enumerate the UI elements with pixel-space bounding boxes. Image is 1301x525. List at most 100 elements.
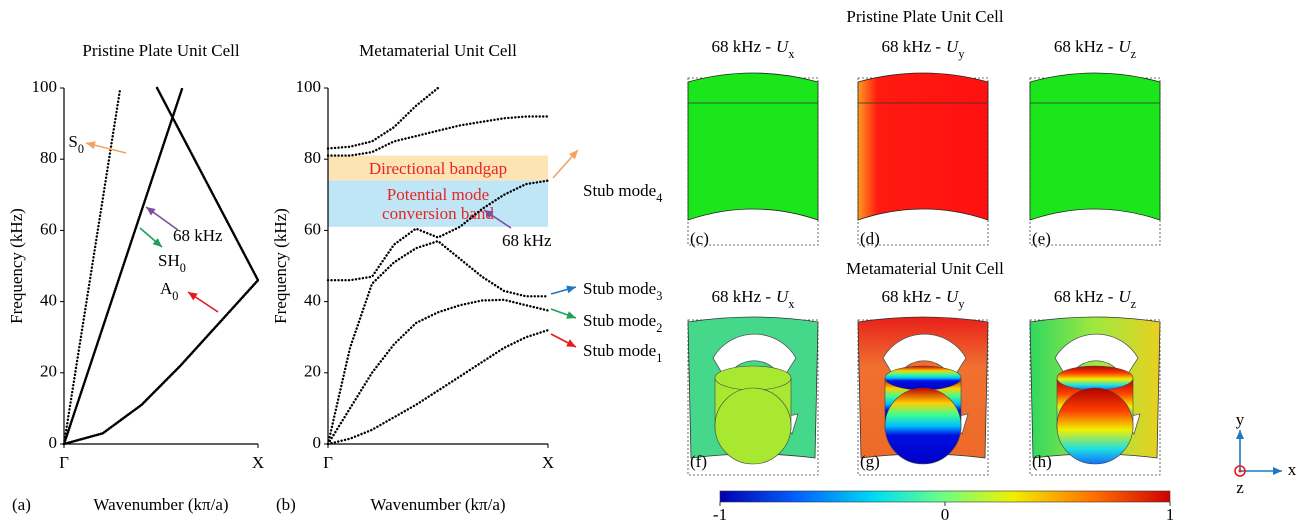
y-tick-label: 80 — [40, 148, 57, 167]
curve — [64, 280, 258, 444]
y-tick-label: 40 — [40, 291, 57, 310]
panel-label: (b) — [276, 495, 296, 514]
band-label: Directional bandgap — [348, 148, 528, 188]
y-axis-label: Frequency (kHz) — [7, 208, 26, 324]
annotation: A0 — [160, 279, 178, 303]
panel-caption: 68 kHz -Ux — [712, 37, 795, 61]
colorbar-tick-label: 1 — [1166, 505, 1175, 524]
panel-caption-part: 68 kHz - — [712, 287, 772, 306]
curve — [328, 330, 548, 444]
panel-label: (c) — [690, 229, 709, 248]
annotation: Stub mode1 — [583, 341, 662, 365]
panel-caption: 68 kHz -Ux — [712, 287, 795, 311]
annotation-part: 4 — [656, 191, 662, 205]
annotation-part: 0 — [180, 261, 186, 275]
annotation-part: Stub mode — [583, 279, 656, 298]
panel-label: (e) — [1032, 229, 1051, 248]
arrow-head — [188, 292, 198, 300]
arrow-head — [1273, 467, 1282, 475]
annotation-part: 2 — [656, 321, 662, 335]
annotation: S0 — [68, 132, 84, 156]
x-tick-label: Γ — [323, 453, 333, 472]
annotation-part: A — [160, 279, 173, 298]
x-tick-label: X — [542, 453, 554, 472]
annotation-part: 68 kHz — [502, 231, 552, 250]
annotation-part: Stub mode — [583, 311, 656, 330]
y-tick-label: 100 — [296, 77, 322, 96]
curve — [328, 300, 548, 444]
y-tick-label: 80 — [304, 148, 321, 167]
panel-caption: 68 kHz -Uz — [1054, 37, 1137, 61]
panel-caption-part: x — [788, 47, 794, 61]
axis-letter: z — [1236, 478, 1244, 497]
panel-caption: 68 kHz -Uy — [882, 37, 966, 61]
axis-letter: x — [1288, 460, 1297, 479]
annotation-part: S — [68, 132, 77, 151]
panel-label: (g) — [860, 452, 880, 471]
arrow-head — [1236, 430, 1244, 439]
panel-caption-part: z — [1131, 297, 1137, 311]
colorbar-tick-label: 0 — [941, 505, 950, 524]
y-tick-label: 100 — [32, 77, 58, 96]
panel-caption: 68 kHz -Uz — [1054, 287, 1137, 311]
panel-caption-part: 68 kHz - — [882, 287, 942, 306]
annotation: Stub mode4 — [583, 181, 662, 205]
annotation: SH0 — [158, 251, 186, 275]
panel-caption-part: y — [958, 297, 965, 311]
panel-label: (a) — [12, 495, 31, 514]
axis-letter: y — [1236, 410, 1245, 429]
annotation: 68 kHz — [173, 226, 223, 245]
cylinder-base — [885, 388, 961, 464]
panel-label: (d) — [860, 229, 880, 248]
panel-caption-part: 68 kHz - — [1054, 287, 1114, 306]
z-axis-dot — [1239, 470, 1242, 473]
cylinder-base — [1057, 388, 1133, 464]
curve — [328, 88, 438, 149]
x-tick-label: Γ — [59, 453, 69, 472]
figure: 020406080100ΓXPristine Plate Unit CellWa… — [0, 0, 1301, 525]
deformed-plate — [858, 73, 988, 220]
annotation-part: 3 — [656, 289, 662, 303]
annotation: Stub mode3 — [583, 279, 662, 303]
band-label-box: Directional bandgap — [348, 148, 528, 188]
annotation-part: Stub mode — [583, 341, 656, 360]
panel-caption-part: 68 kHz - — [712, 37, 772, 56]
x-axis-label: Wavenumber (kπ/a) — [370, 495, 505, 514]
x-tick-label: X — [252, 453, 264, 472]
colorbar-tick-label: -1 — [713, 505, 727, 524]
colorbar — [720, 491, 1170, 502]
row-title: Pristine Plate Unit Cell — [846, 7, 1004, 26]
arrow-head — [86, 141, 96, 149]
band-label: Potential mode conversion band — [348, 184, 528, 224]
deformed-plate — [1030, 73, 1160, 220]
panel-label: (h) — [1032, 452, 1052, 471]
y-tick-label: 0 — [313, 433, 322, 452]
annotation-part: 0 — [172, 289, 178, 303]
chart-title: Pristine Plate Unit Cell — [82, 41, 240, 60]
annotation-part: SH — [158, 251, 180, 270]
y-tick-label: 60 — [304, 219, 321, 238]
cylinder-top — [715, 366, 791, 390]
arrow-head — [146, 207, 156, 216]
y-tick-label: 20 — [40, 362, 57, 381]
panel-caption-part: y — [958, 47, 965, 61]
annotation-part: 1 — [656, 351, 662, 365]
y-tick-label: 60 — [40, 219, 57, 238]
y-tick-label: 20 — [304, 362, 321, 381]
cylinder-top — [1057, 366, 1133, 390]
y-tick-label: 40 — [304, 291, 321, 310]
annotation-part: 68 kHz — [173, 226, 223, 245]
x-axis-label: Wavenumber (kπ/a) — [93, 495, 228, 514]
chart-title: Metamaterial Unit Cell — [359, 41, 517, 60]
panel-caption: 68 kHz -Uy — [882, 287, 966, 311]
panel-caption-part: z — [1131, 47, 1137, 61]
y-axis-label: Frequency (kHz) — [271, 208, 290, 324]
panel-caption-part: x — [788, 297, 794, 311]
annotation: Stub mode2 — [583, 311, 662, 335]
arrow-head — [566, 311, 576, 319]
annotation: 68 kHz — [502, 231, 552, 250]
cylinder-top — [885, 366, 961, 390]
cylinder-base — [715, 388, 791, 464]
deformed-plate — [688, 73, 818, 220]
annotation-part: 0 — [78, 142, 84, 156]
